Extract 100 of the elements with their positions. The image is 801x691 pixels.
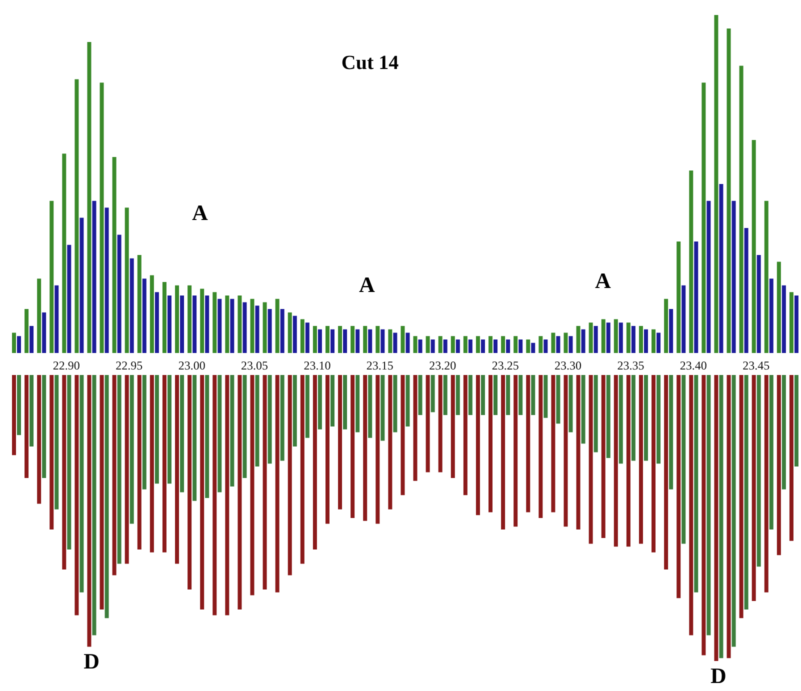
bar xyxy=(581,329,586,353)
bar xyxy=(338,326,342,353)
bar xyxy=(275,298,280,353)
bar xyxy=(526,339,530,353)
bar xyxy=(702,82,706,353)
bar xyxy=(312,326,317,353)
bar xyxy=(776,262,781,353)
bar xyxy=(606,322,610,353)
bar xyxy=(501,336,506,353)
bar xyxy=(218,298,222,353)
bar xyxy=(689,170,694,353)
bar xyxy=(456,339,460,353)
bar xyxy=(764,200,768,353)
bar xyxy=(12,332,16,353)
bar xyxy=(150,275,154,353)
bar xyxy=(325,326,330,353)
annotation: D xyxy=(84,648,100,674)
bar xyxy=(37,278,42,353)
bar xyxy=(794,296,798,353)
bar xyxy=(242,302,247,353)
bar xyxy=(17,336,21,353)
bar xyxy=(739,66,744,353)
bar xyxy=(175,285,180,353)
bar xyxy=(564,332,568,353)
bar xyxy=(531,342,536,353)
bar xyxy=(67,244,72,353)
bar xyxy=(719,184,724,353)
bar xyxy=(380,329,385,353)
x-tick-label: 23.20 xyxy=(429,358,456,373)
bar xyxy=(167,296,172,353)
x-tick-label: 23.00 xyxy=(178,358,206,373)
bar xyxy=(363,326,368,353)
bar xyxy=(205,296,210,353)
bar xyxy=(782,285,786,353)
x-tick-label: 23.25 xyxy=(492,358,519,373)
x-tick-label: 23.05 xyxy=(241,358,268,373)
bar xyxy=(74,79,79,353)
bar xyxy=(644,329,648,353)
bar xyxy=(726,28,731,353)
bar xyxy=(752,140,756,353)
bar xyxy=(305,322,310,353)
bar xyxy=(568,336,573,353)
bar xyxy=(300,319,304,353)
bar xyxy=(92,200,96,353)
bar xyxy=(518,339,523,353)
bar xyxy=(130,258,134,353)
bar xyxy=(288,312,292,353)
bar xyxy=(443,339,448,353)
bar xyxy=(255,306,260,353)
bar xyxy=(551,332,556,353)
bar xyxy=(268,309,272,353)
x-tick-label: 23.10 xyxy=(304,358,331,373)
bar xyxy=(556,336,560,353)
bar xyxy=(426,336,430,353)
x-tick-label: 23.40 xyxy=(680,358,707,373)
bar xyxy=(200,288,204,353)
bar xyxy=(393,332,398,353)
bar xyxy=(476,336,480,353)
bar xyxy=(154,292,159,353)
bar xyxy=(54,285,59,353)
bar xyxy=(488,336,493,353)
bar xyxy=(544,339,548,353)
bar xyxy=(400,326,405,353)
bar xyxy=(368,329,372,353)
annotation: D xyxy=(710,663,726,688)
bar xyxy=(87,42,92,353)
bar xyxy=(188,285,192,353)
bar xyxy=(117,234,122,353)
text: Cut 14 xyxy=(340,52,400,75)
bar xyxy=(238,296,242,353)
bar xyxy=(376,326,380,353)
bar xyxy=(614,319,618,353)
bar xyxy=(430,339,435,353)
bar xyxy=(576,326,580,353)
bar xyxy=(212,292,217,353)
bar xyxy=(104,208,109,353)
bar xyxy=(631,326,636,353)
bar xyxy=(112,156,116,353)
bar xyxy=(506,339,510,353)
bar xyxy=(24,309,29,353)
bar xyxy=(343,329,348,353)
bar xyxy=(468,339,472,353)
bar xyxy=(350,326,355,353)
bar xyxy=(450,336,455,353)
bar xyxy=(682,285,686,353)
bar xyxy=(80,218,84,353)
bar xyxy=(330,329,334,353)
x-tick-label: 23.30 xyxy=(554,358,582,373)
bar xyxy=(192,296,197,353)
bar xyxy=(356,329,360,353)
bar xyxy=(418,339,422,353)
bar xyxy=(514,336,518,353)
bar xyxy=(162,282,166,353)
bar xyxy=(463,336,468,353)
bar xyxy=(280,309,284,353)
bar xyxy=(180,296,184,353)
bar xyxy=(676,241,681,353)
bar xyxy=(137,254,142,353)
annotation: A xyxy=(192,200,208,226)
bar xyxy=(250,298,254,353)
